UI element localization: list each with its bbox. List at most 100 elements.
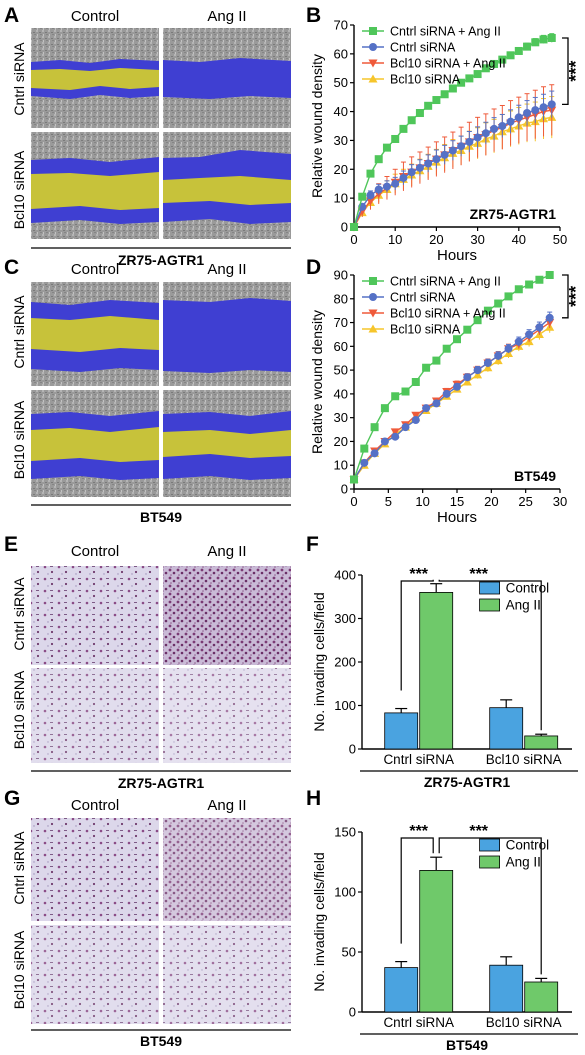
chart-f-legend-label-1: Ang II bbox=[506, 598, 541, 613]
chart-d-ytick-label-2: 20 bbox=[334, 434, 348, 449]
panel-a-row-bcl10: Bcl10 siRNA bbox=[11, 150, 27, 229]
panel-c-cell-line: BT549 bbox=[140, 509, 182, 525]
chart-b-series-0-point-23 bbox=[539, 35, 548, 44]
chart-d-series-0-point-5 bbox=[401, 387, 410, 396]
chart-d-series-0-point-4 bbox=[391, 392, 400, 401]
chart-d-series-1-point-18 bbox=[535, 323, 544, 332]
chart-d-series-1-point-5 bbox=[401, 423, 410, 432]
panel-letter-c: C bbox=[4, 256, 19, 279]
panel-e-row-cntrl: Cntrl siRNA bbox=[11, 577, 27, 651]
chart-d-legend-label-3: Bcl10 siRNA bbox=[390, 323, 461, 337]
chart-d-legend-marker-0 bbox=[369, 277, 377, 285]
chart-b-series-1-point-16 bbox=[481, 129, 490, 138]
chart-d-series-1-point-12 bbox=[473, 366, 482, 375]
chart-h-ytick-label-3: 150 bbox=[334, 825, 356, 840]
chart-d-legend-marker-3 bbox=[368, 324, 378, 333]
panel-e-row-bcl10: Bcl10 siRNA bbox=[11, 670, 27, 749]
chart-b-inset-label: ZR75-AGTR1 bbox=[470, 206, 557, 222]
chart-f-sig-stars-1: *** bbox=[469, 566, 488, 583]
panel-g-cell-line: BT549 bbox=[140, 1033, 182, 1049]
chart-f-sig-stars-0: *** bbox=[409, 566, 428, 583]
panel-e-image-bcl10-control bbox=[31, 668, 159, 763]
chart-f-ytick-label-2: 200 bbox=[334, 655, 356, 670]
chart-d-sig-bracket bbox=[562, 274, 569, 319]
chart-h-ylabel: No. invading cells/field bbox=[311, 852, 327, 991]
chart-b-series-0-point-5 bbox=[391, 134, 400, 143]
chart-d-legend-marker-1 bbox=[369, 293, 377, 301]
chart-b-series-1-point-22 bbox=[531, 106, 540, 115]
chart-d-series-0-point-14 bbox=[494, 299, 503, 308]
panel-letter-h: H bbox=[306, 787, 321, 810]
chart-h-bar-1-0 bbox=[489, 964, 524, 1013]
panel-a-col-angii: Ang II bbox=[207, 8, 246, 25]
chart-b-series-1-point-8 bbox=[415, 163, 424, 172]
panel-a-image-cntrl-control bbox=[31, 28, 159, 128]
chart-f-ytick-label-1: 100 bbox=[334, 698, 356, 713]
chart-b-xtick-label-3: 30 bbox=[470, 232, 484, 247]
chart-b-series-1-point-7 bbox=[407, 168, 416, 177]
chart-b-series-0 bbox=[350, 33, 556, 231]
chart-d-series-1 bbox=[350, 311, 554, 484]
chart-d-ytick-label-5: 50 bbox=[334, 363, 348, 378]
chart-d-series-0-point-8 bbox=[432, 356, 441, 365]
panel-g-col-control: Control bbox=[71, 797, 119, 814]
chart-d-series-1-point-16 bbox=[514, 337, 523, 346]
chart-b-series-1-point-15 bbox=[473, 133, 482, 142]
chart-d-series-1-point-11 bbox=[463, 373, 472, 382]
chart-b-series-0-point-16 bbox=[481, 64, 490, 73]
chart-h-sig-stars-1: *** bbox=[469, 823, 488, 840]
chart-b-series-0-point-20 bbox=[514, 46, 523, 55]
panel-a-cell-line: ZR75-AGTR1 bbox=[118, 252, 205, 268]
panel-e-image-cntrl-angii bbox=[163, 566, 291, 665]
chart-f-sig-bracket-0 bbox=[400, 579, 434, 691]
chart-d-ytick-label-8: 80 bbox=[334, 291, 348, 306]
chart-d-series-2 bbox=[349, 316, 555, 484]
chart-f-invading-cells: 0 100 200 300 400 No. invading cells/field Cnt… bbox=[311, 566, 578, 790]
panel-e-transwell-images: Control Ang II Cntrl siRNA Bcl10 siRNA Z… bbox=[11, 543, 291, 791]
chart-b-ytick-label-4: 40 bbox=[334, 104, 348, 119]
chart-d-ytick-label-9: 90 bbox=[334, 268, 348, 283]
chart-d-series-2-point-4 bbox=[390, 428, 400, 437]
panel-a-col-control: Control bbox=[71, 8, 119, 25]
chart-h-ytick-label-2: 100 bbox=[334, 885, 356, 900]
chart-d-sig-stars: *** bbox=[566, 286, 585, 307]
panel-c-image-bcl10-control bbox=[31, 390, 159, 497]
chart-d-xtick-label-1: 5 bbox=[385, 494, 392, 509]
chart-b-series-1 bbox=[350, 90, 556, 231]
chart-d-series-0-point-7 bbox=[422, 363, 431, 372]
chart-d-series-0-point-3 bbox=[380, 404, 389, 413]
chart-b-legend-label-1: Cntrl siRNA bbox=[390, 41, 456, 55]
chart-b-series-1-point-12 bbox=[448, 146, 457, 155]
chart-b-series-0-point-6 bbox=[399, 124, 408, 133]
panel-c-col-angii: Ang II bbox=[207, 261, 246, 278]
chart-h-sig-bracket-0 bbox=[400, 837, 434, 944]
panel-g-image-bcl10-angii bbox=[163, 925, 291, 1024]
chart-d-xtick-label-2: 10 bbox=[415, 494, 429, 509]
chart-d-series-1-point-7 bbox=[422, 404, 431, 413]
chart-d-ylabel: Relative wound density bbox=[309, 310, 325, 454]
chart-d-ytick-label-1: 10 bbox=[334, 458, 348, 473]
chart-d-series-1-point-8 bbox=[432, 399, 441, 408]
chart-d-ytick-label-0: 0 bbox=[341, 482, 348, 497]
chart-b-series-0-point-3 bbox=[374, 155, 383, 164]
chart-b-series-1-point-24 bbox=[547, 100, 556, 109]
chart-d-series-0-point-17 bbox=[525, 280, 534, 289]
panel-e-col-control: Control bbox=[71, 543, 119, 560]
panel-letter-f: F bbox=[306, 533, 319, 556]
panel-c-row-cntrl: Cntrl siRNA bbox=[11, 295, 27, 369]
chart-d-series-0-point-16 bbox=[514, 285, 523, 294]
chart-h-category-0: Cntrl siRNA bbox=[383, 1015, 454, 1030]
chart-b-series-1-point-3 bbox=[374, 185, 383, 194]
panel-c-image-bcl10-angii bbox=[163, 390, 291, 497]
chart-d-ytick-label-3: 30 bbox=[334, 410, 348, 425]
panel-g-image-bcl10-control bbox=[31, 925, 159, 1024]
chart-f-category-0: Cntrl siRNA bbox=[383, 752, 454, 767]
chart-b-series-1-point-20 bbox=[514, 113, 523, 122]
chart-b-xtick-label-4: 40 bbox=[512, 232, 526, 247]
chart-f-ylabel: No. invading cells/field bbox=[311, 592, 327, 731]
chart-b-series-1-point-18 bbox=[498, 122, 507, 130]
chart-d-series-0-point-13 bbox=[483, 306, 492, 315]
chart-d-legend-label-0: Cntrl siRNA + Ang II bbox=[390, 275, 501, 289]
chart-b-legend-marker-2 bbox=[368, 59, 378, 68]
panel-a-image-bcl10-control bbox=[31, 132, 159, 239]
